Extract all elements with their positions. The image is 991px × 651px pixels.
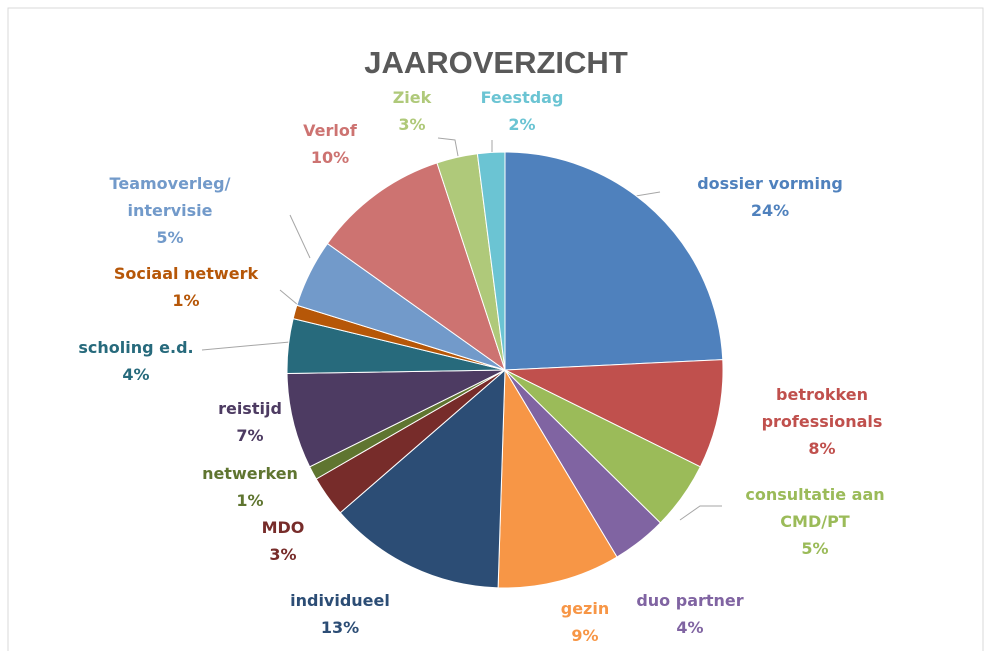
value-label: 5% <box>156 228 184 247</box>
slice-label: gezin 9% <box>545 595 625 649</box>
category-label: netwerken <box>202 464 298 483</box>
category-label: reistijd <box>218 399 282 418</box>
value-label: 3% <box>269 545 297 564</box>
pie-slice <box>339 368 506 589</box>
pie-slice <box>504 151 724 371</box>
category-label: duo partner <box>636 591 744 610</box>
slice-label: individueel 13% <box>260 587 420 641</box>
category-label: dossier vorming <box>697 174 843 193</box>
category-label: betrokken professionals <box>761 385 883 431</box>
slice-label: scholing e.d. 4% <box>46 334 226 388</box>
category-label: Verlof <box>303 121 357 140</box>
slice-label: reistijd 7% <box>190 395 310 449</box>
slice-label: dossier vorming 24% <box>660 170 880 224</box>
slice-label: MDO 3% <box>243 514 323 568</box>
value-label: 4% <box>676 618 704 637</box>
slice-label: duo partner 4% <box>610 587 770 641</box>
value-label: 2% <box>508 115 536 134</box>
slice-label: Sociaal netwerk 1% <box>86 260 286 314</box>
pie-slice <box>503 359 724 468</box>
slice-label: Verlof 10% <box>280 117 380 171</box>
category-label: consultatie aan CMD/PT <box>745 485 885 531</box>
value-label: 9% <box>571 626 599 645</box>
slice-label: Teamoverleg/ intervisie 5% <box>85 170 255 251</box>
pie-slice <box>326 162 506 372</box>
slice-label: consultatie aan CMD/PT 5% <box>730 481 900 562</box>
category-label: MDO <box>261 518 305 537</box>
pie-slice <box>476 151 506 371</box>
slice-label: Ziek 3% <box>382 84 442 138</box>
leader-lines <box>201 137 722 521</box>
value-label: 4% <box>122 365 150 384</box>
slice-label: betrokken professionals 8% <box>747 381 897 462</box>
value-label: 7% <box>236 426 264 445</box>
value-label: 5% <box>801 539 829 558</box>
leader-line <box>437 137 459 157</box>
category-label: individueel <box>290 591 390 610</box>
category-label: Teamoverleg/ intervisie <box>109 174 231 220</box>
category-label: Sociaal netwerk <box>113 264 259 283</box>
slice-label: netwerken 1% <box>190 460 310 514</box>
category-label: Feestdag <box>480 88 564 107</box>
leader-line <box>201 341 291 351</box>
pie-slice <box>497 368 618 589</box>
value-label: 8% <box>808 439 836 458</box>
slice-label: Feestdag 2% <box>462 84 582 138</box>
leader-line <box>289 214 311 259</box>
category-label: scholing e.d. <box>78 338 194 357</box>
value-label: 24% <box>750 201 790 220</box>
value-label: 1% <box>172 291 200 310</box>
value-label: 1% <box>236 491 264 510</box>
category-label: gezin <box>560 599 610 618</box>
chart-title: JAAROVERZICHT <box>364 45 628 80</box>
value-label: 13% <box>320 618 360 637</box>
value-label: 3% <box>398 115 426 134</box>
leader-line <box>279 289 299 306</box>
value-label: 10% <box>310 148 350 167</box>
leader-line <box>679 505 722 521</box>
category-label: Ziek <box>392 88 432 107</box>
